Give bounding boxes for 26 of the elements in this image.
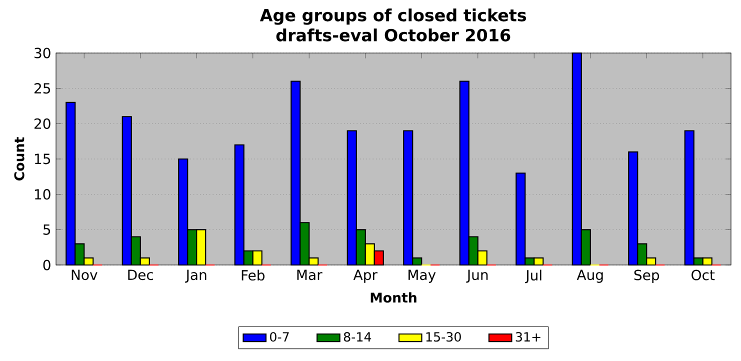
chart-title: Age groups of closed tickets drafts-eval October 2016 (260, 8, 526, 42)
y-tick-label: 5 (43, 224, 50, 235)
x-tick-label: Dec (128, 270, 154, 280)
legend-label: 31+ (516, 332, 540, 342)
legend-label: 0-7 (270, 332, 289, 342)
x-axis-title: Month (370, 292, 416, 303)
y-tick-label: 15 (35, 154, 50, 164)
x-tick-label: Jan (185, 270, 206, 283)
x-tick-label: Aug (576, 270, 603, 283)
x-tick-label: Oct (692, 270, 715, 280)
y-tick-label: 25 (34, 83, 50, 94)
x-tick-label: May (408, 270, 436, 283)
x-tick-label: Mar (297, 270, 322, 280)
x-tick-label: Jun (466, 270, 488, 283)
y-axis-title: Count (14, 137, 24, 180)
x-tick-label: Apr (353, 270, 378, 283)
x-tick-label: Feb (242, 270, 265, 281)
x-tick-label: Jul (524, 270, 542, 284)
x-tick-label: Sep (634, 270, 660, 284)
y-tick-label: 20 (34, 118, 50, 129)
y-tick-label: 0 (43, 260, 50, 270)
legend-label: 15-30 (426, 332, 461, 342)
y-tick-label: 10 (35, 189, 50, 200)
x-tick-label: Nov (72, 270, 98, 280)
legend-label: 8-14 (344, 332, 372, 342)
y-tick-label: 30 (34, 48, 50, 58)
